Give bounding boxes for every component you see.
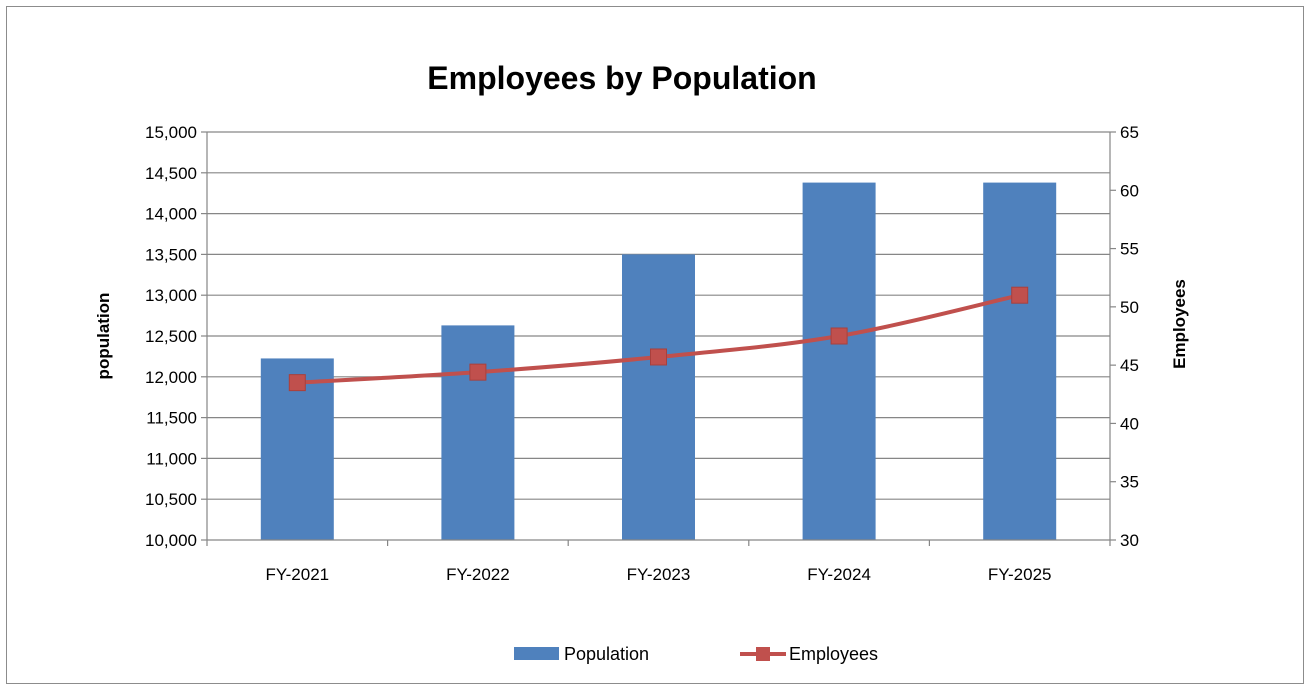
y2-tick-label: 30 (1120, 531, 1139, 550)
y-tick-label: 12,500 (145, 327, 197, 346)
y-tick-label: 12,000 (145, 368, 197, 387)
line-series (288, 286, 1029, 392)
legend-swatch-population (514, 647, 559, 660)
x-tick-label: FY-2021 (265, 565, 329, 584)
y-tick-label: 10,000 (145, 531, 197, 550)
x-tick-label: FY-2025 (988, 565, 1052, 584)
y-axis-title: population (94, 293, 113, 380)
marker-employees (830, 327, 848, 345)
axes (201, 131, 1116, 546)
bar-population (441, 325, 515, 540)
y2-tick-label: 55 (1120, 240, 1139, 259)
legend-label-employees: Employees (789, 644, 878, 664)
y-tick-label: 11,500 (146, 409, 197, 428)
legend-label-population: Population (564, 644, 649, 664)
y-tick-label: 13,000 (145, 286, 197, 305)
y2-tick-label: 60 (1120, 181, 1139, 200)
left-axis-ticks: 10,000 10,500 11,000 11,500 12,000 12,500 13,0… (145, 123, 197, 550)
y2-tick-label: 40 (1120, 414, 1139, 433)
y2-tick-label: 35 (1120, 473, 1139, 492)
y2-axis-title: Employees (1170, 279, 1189, 369)
marker-employees (1011, 286, 1029, 304)
chart-title: Employees by Population (427, 60, 816, 96)
y-tick-label: 10,500 (145, 490, 197, 509)
y-tick-label: 15,000 (145, 123, 197, 142)
right-axis-ticks: 30 35 40 45 50 55 60 65 (1120, 123, 1139, 550)
marker-employees (650, 348, 667, 366)
bar-series (260, 182, 1057, 541)
y-tick-label: 14,500 (145, 164, 197, 183)
y2-tick-label: 45 (1120, 356, 1139, 375)
gridlines (207, 131, 1110, 500)
y2-tick-label: 50 (1120, 298, 1139, 317)
x-tick-label: FY-2024 (807, 565, 871, 584)
marker-employees (469, 363, 487, 381)
y-tick-label: 11,000 (146, 449, 197, 468)
bar-population (622, 254, 695, 540)
legend-marker-employees (756, 647, 770, 661)
bar-population (983, 182, 1057, 541)
x-axis-ticks: FY-2021 FY-2022 FY-2023 FY-2024 FY-2025 (265, 565, 1051, 584)
y2-tick-label: 65 (1120, 123, 1139, 142)
y-tick-label: 13,500 (145, 245, 197, 264)
bar-population (802, 182, 876, 541)
x-tick-label: FY-2023 (627, 565, 691, 584)
legend: Population Employees (514, 644, 878, 664)
y-tick-label: 14,000 (145, 205, 197, 224)
x-tick-label: FY-2022 (446, 565, 510, 584)
marker-employees (288, 374, 306, 392)
